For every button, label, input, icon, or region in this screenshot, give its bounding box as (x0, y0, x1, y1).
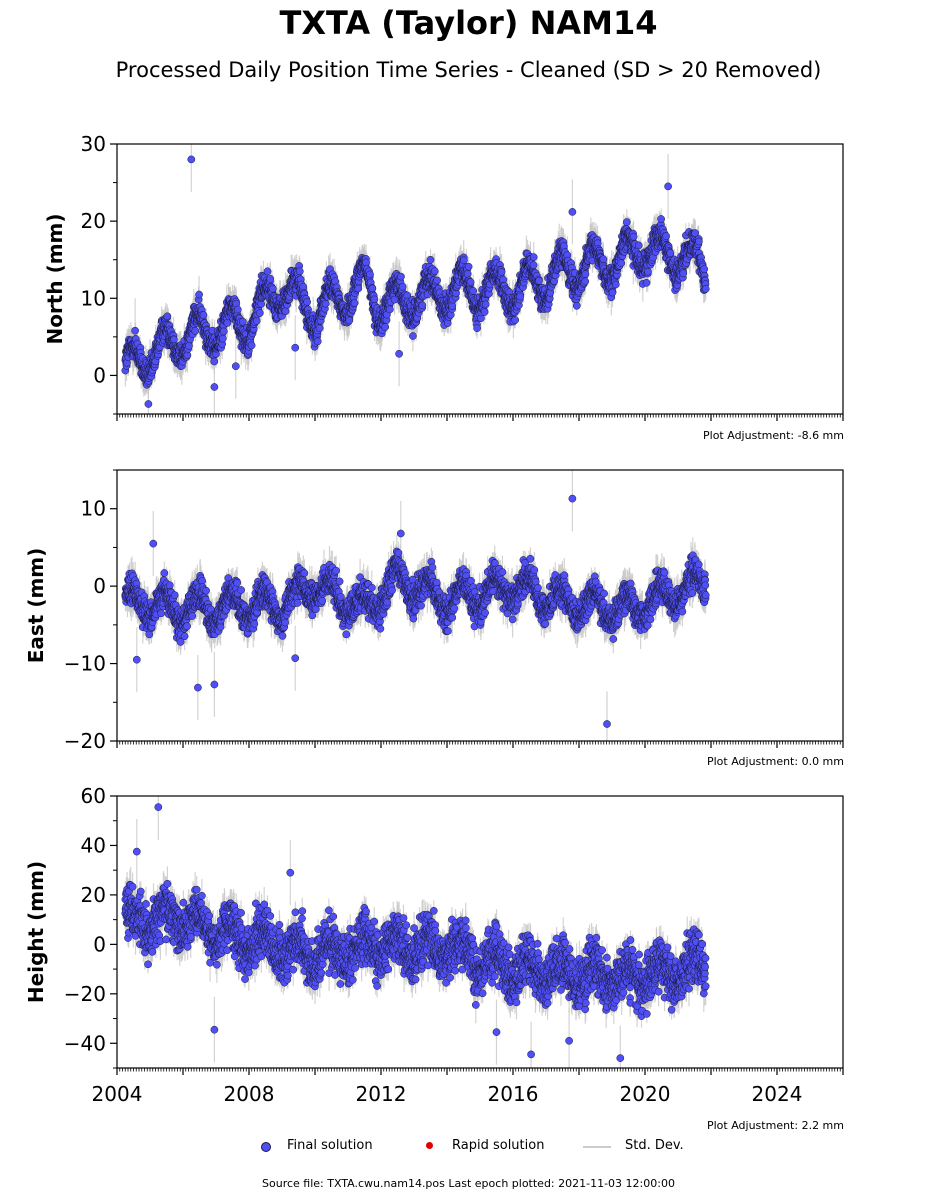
data-point (370, 295, 379, 304)
data-point (268, 284, 277, 293)
data-point (381, 323, 390, 331)
data-point (255, 309, 264, 317)
data-point (210, 357, 219, 366)
data-point (191, 327, 200, 335)
data-point (354, 284, 363, 293)
chart-title: TXTA (Taylor) NAM14 (279, 4, 658, 42)
data-point (443, 319, 452, 327)
data-point (448, 302, 457, 310)
chart-subtitle: Processed Daily Position Time Series - C… (115, 58, 822, 82)
data-point (238, 317, 247, 326)
data-point (385, 305, 394, 314)
data-point (303, 298, 311, 306)
data-point (195, 290, 203, 299)
data-point (321, 299, 330, 308)
data-point (350, 299, 359, 307)
data-point (199, 311, 208, 319)
data-point (218, 334, 227, 343)
data-point (366, 270, 374, 279)
data-point (233, 305, 242, 314)
data-point (362, 258, 370, 267)
data-point (263, 267, 272, 276)
data-point (418, 301, 427, 310)
data-point (409, 332, 417, 340)
data-point (252, 317, 261, 325)
data-point (185, 342, 193, 350)
data-point (397, 272, 405, 281)
data-point (299, 282, 308, 291)
data-point (430, 267, 439, 275)
data-point (219, 327, 228, 336)
data-point (433, 276, 441, 285)
data-point (247, 341, 256, 350)
data-point (266, 274, 275, 283)
data-point (163, 312, 172, 321)
data-point (295, 267, 304, 276)
data-point (345, 316, 354, 325)
data-point (315, 324, 324, 333)
data-point (313, 337, 322, 346)
data-point (398, 282, 407, 291)
data-points (121, 155, 710, 408)
data-point (281, 307, 290, 316)
data-point (426, 255, 435, 264)
data-point (169, 335, 178, 344)
